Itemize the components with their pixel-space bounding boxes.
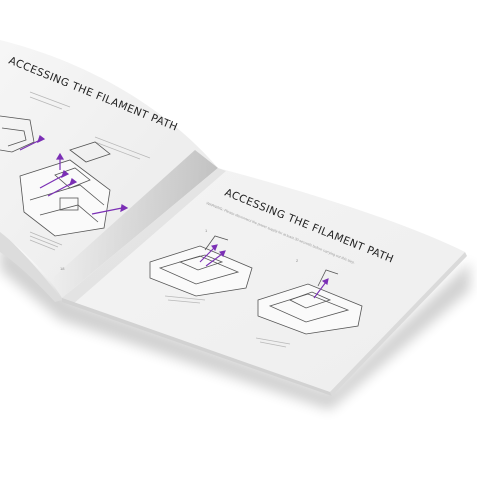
right-purple-arrows-2 xyxy=(313,278,329,299)
page-edge xyxy=(62,298,332,396)
page-curl xyxy=(0,230,62,302)
right-captions xyxy=(164,295,291,348)
right-purple-arrows-1 xyxy=(199,244,226,267)
step-label-1: 1 xyxy=(205,228,208,233)
right-page: ACCESSING THE FILAMENT PATH WARNING: Ple… xyxy=(62,168,465,392)
right-printer-illustration-2 xyxy=(257,269,363,335)
step-label-2: 2 xyxy=(296,258,299,263)
left-printer-illustration xyxy=(0,115,111,237)
booklet-shadow xyxy=(0,240,470,410)
left-purple-arrows xyxy=(19,135,129,215)
left-page-number: 18 xyxy=(60,266,65,271)
right-printer-illustration-1 xyxy=(149,235,253,297)
